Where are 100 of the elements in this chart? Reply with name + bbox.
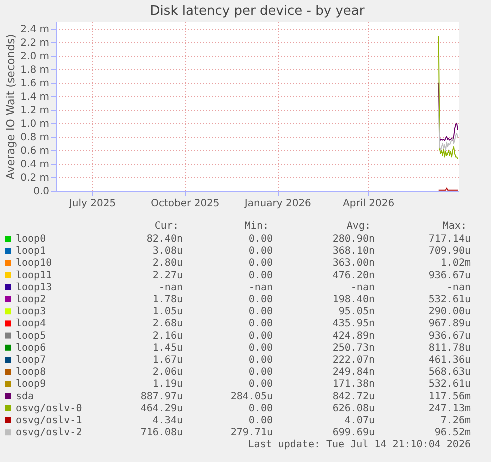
text: 0.00 (248, 294, 273, 306)
legend-label: loop4 (16, 318, 46, 330)
text: 967.89u (428, 318, 471, 330)
text: 626.08u (332, 403, 375, 414)
line-series (438, 36, 458, 160)
text: 0.00 (248, 318, 273, 330)
text: -nan (248, 282, 273, 294)
y-tick-label: 1.8 m (20, 64, 50, 76)
y-tick-label: 0.6 m (20, 146, 50, 157)
text: 3.08u (152, 246, 183, 258)
text: 247.13m (428, 403, 471, 414)
text: 887.97u (140, 391, 183, 402)
text: 2.68u (152, 318, 183, 330)
text: 4.34u (152, 416, 183, 426)
text: 2.16u (152, 330, 183, 342)
text: 290.00u (428, 306, 471, 318)
text: -nan (446, 282, 471, 294)
legend-label: loop11 (16, 270, 52, 282)
text: 0.00 (248, 330, 273, 342)
legend-label: sda (16, 391, 34, 402)
y-tick-label: 0.2 m (20, 172, 50, 184)
y-tick-label: 0.8 m (20, 132, 50, 144)
legend-label: loop13 (16, 282, 52, 294)
legend-label: osvg/oslv-2 (16, 428, 82, 439)
x-tick-label: April 2026 (343, 198, 395, 210)
legend-label: loop9 (16, 379, 46, 390)
legend-label: loop6 (16, 342, 46, 354)
text: 717.14u (428, 234, 471, 245)
text: 2.80u (152, 258, 183, 270)
legend-label: loop3 (16, 306, 46, 318)
y-tick-label: 2.2 m (20, 38, 50, 49)
text: 250.73n (332, 342, 375, 354)
text: 716.08u (140, 428, 183, 439)
text: 568.63u (428, 367, 471, 378)
text: 82.40n (146, 234, 183, 245)
text: 4.07u (344, 416, 375, 426)
text: 222.07n (332, 355, 375, 366)
y-tick-label: 2.0 m (20, 51, 50, 62)
text: 709.90u (428, 246, 471, 258)
text: 699.69u (332, 428, 375, 439)
y-tick-label: 2.4 m (20, 24, 50, 36)
text: 0.00 (248, 403, 273, 414)
text: 0.00 (248, 379, 273, 390)
legend-label: loop7 (16, 355, 46, 366)
line-series (438, 109, 458, 151)
legend-label: loop10 (16, 258, 52, 270)
text: 0.00 (248, 367, 273, 378)
legend-label: loop8 (16, 367, 46, 378)
text: 198.40n (332, 294, 375, 306)
legend-label: loop1 (16, 246, 46, 258)
text: 1.19u (152, 379, 183, 390)
text: 363.00n (332, 258, 375, 270)
text: Cur: (154, 221, 179, 232)
text: 532.61u (428, 379, 471, 390)
text: 0.00 (248, 355, 273, 366)
x-tick-label: October 2025 (151, 198, 220, 210)
text: 0.00 (248, 416, 273, 426)
text: Min: (244, 221, 269, 232)
text: Avg: (346, 221, 371, 232)
text: 279.71u (230, 428, 273, 439)
text: 435.95n (332, 318, 375, 330)
text: 0.00 (248, 258, 273, 270)
legend-label: osvg/oslv-1 (16, 416, 82, 426)
text: 171.38n (332, 379, 375, 390)
y-tick-label: 0.0 (34, 186, 50, 198)
text: 936.67u (428, 330, 471, 342)
text: 1.45u (152, 342, 183, 354)
x-tick-label: January 2026 (244, 198, 312, 210)
text: 0.00 (248, 270, 273, 282)
text: 95.05n (338, 306, 375, 318)
text: -nan (350, 282, 375, 294)
y-tick-label: 1.2 m (20, 105, 50, 116)
text: Last update: Tue Jul 14 21:10:04 2026 (248, 440, 471, 451)
chart-title: Disk latency per device - by year (150, 4, 366, 19)
text: 1.78u (152, 294, 183, 306)
y-tick-label: 1.4 m (20, 92, 50, 103)
y-tick-label: 1.0 m (20, 118, 50, 130)
legend-label: loop2 (16, 294, 46, 306)
text: 280.90n (332, 234, 375, 245)
text: 249.84n (332, 367, 375, 378)
text: -nan (158, 282, 183, 294)
text: 424.89n (332, 330, 375, 342)
text: 0.00 (248, 306, 273, 318)
text: 7.26m (440, 416, 471, 426)
legend-label: loop0 (16, 234, 46, 245)
text: 1.05u (152, 306, 183, 318)
x-tick-label: July 2025 (68, 198, 116, 210)
text: 464.29u (140, 403, 183, 414)
text: 2.06u (152, 367, 183, 378)
text: 96.52m (434, 428, 471, 439)
text: 0.00 (248, 342, 273, 354)
text: 842.72u (332, 391, 375, 402)
text: Max: (442, 221, 467, 232)
y-tick-label: 1.6 m (20, 78, 50, 90)
text: 0.00 (248, 234, 273, 245)
text: 811.78u (428, 342, 471, 354)
text: 284.05u (230, 391, 273, 402)
text: 1.02m (440, 258, 471, 270)
text: 461.36u (428, 355, 471, 366)
legend-label: loop5 (16, 330, 46, 342)
